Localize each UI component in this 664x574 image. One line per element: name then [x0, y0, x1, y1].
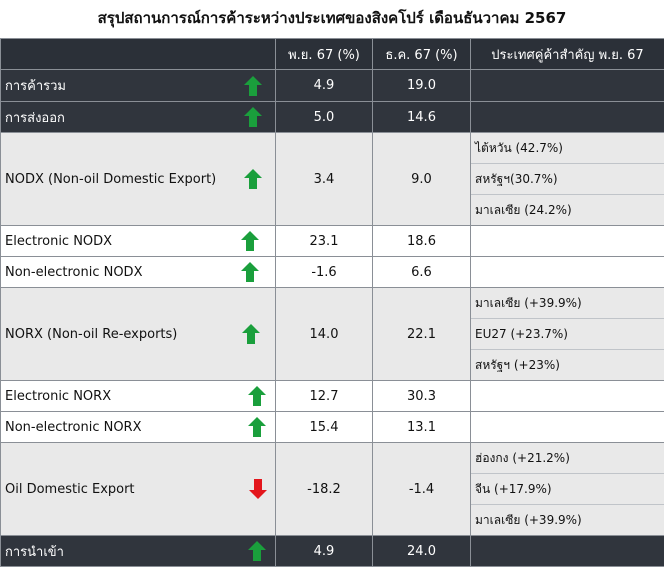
table-row: การส่งออก 5.0 14.6: [0, 101, 664, 133]
partner-item: ไต้หวัน (42.7%): [471, 133, 664, 164]
table-row: Electronic NODX 23.1 18.6: [0, 225, 664, 257]
partners-cell: [470, 380, 664, 412]
header-partners: ประเทศคู่ค้าสำคัญ พ.ย. 67: [470, 38, 664, 70]
header-row: พ.ย. 67 (%) ธ.ค. 67 (%) ประเทศคู่ค้าสำคั…: [0, 38, 664, 70]
partner-item: มาเลเซีย (+39.9%): [471, 288, 664, 319]
partner-item: ฮ่องกง (+21.2%): [471, 443, 664, 474]
indicator-cell: Electronic NORX: [0, 380, 276, 412]
indicator-cell: การส่งออก: [0, 101, 276, 133]
arrow-up-icon: [248, 386, 266, 406]
table-row: การค้ารวม 4.9 19.0: [0, 69, 664, 102]
indicator-label: Electronic NODX: [5, 233, 113, 249]
indicator-label: Non-electronic NORX: [5, 419, 142, 435]
trade-summary-table: พ.ย. 67 (%) ธ.ค. 67 (%) ประเทศคู่ค้าสำคั…: [0, 38, 664, 567]
partners-cell: มาเลเซีย (+39.9%) EU27 (+23.7%) สหรัฐฯ (+2…: [470, 287, 664, 381]
indicator-cell: Non-electronic NODX: [0, 256, 276, 288]
table-row: Non-electronic NODX -1.6 6.6: [0, 256, 664, 288]
partners-cell: [470, 225, 664, 257]
value-dec: 14.6: [372, 101, 471, 133]
value-nov: -18.2: [275, 442, 373, 536]
value-dec: -1.4: [372, 442, 471, 536]
indicator-cell: การนำเข้า: [0, 535, 276, 567]
indicator-cell: NODX (Non-oil Domestic Export): [0, 132, 276, 226]
value-nov: 12.7: [275, 380, 373, 412]
arrow-up-icon: [241, 262, 259, 282]
arrow-up-icon: [248, 417, 266, 437]
value-nov: 5.0: [275, 101, 373, 133]
indicator-label: Non-electronic NODX: [5, 264, 143, 280]
indicator-label: การค้ารวม: [5, 79, 67, 94]
partners-cell: ไต้หวัน (42.7%) สหรัฐฯ(30.7%) มาเลเซีย (24…: [470, 132, 664, 226]
arrow-up-icon: [244, 107, 262, 127]
header-indicator: [0, 38, 276, 70]
table-row: NODX (Non-oil Domestic Export) 3.4 9.0 ไต้ห…: [0, 132, 664, 226]
partner-item: มาเลเซีย (+39.9%): [475, 513, 582, 527]
header-dec: ธ.ค. 67 (%): [372, 38, 471, 70]
value-nov: 3.4: [275, 132, 373, 226]
partners-cell: [470, 535, 664, 567]
value-dec: 22.1: [372, 287, 471, 381]
arrow-up-icon: [244, 75, 262, 96]
page-title: สรุปสถานการณ์การค้าระหว่างประเทศของสิงคโ…: [97, 9, 567, 27]
value-dec: 30.3: [372, 380, 471, 412]
indicator-label: Electronic NORX: [5, 388, 112, 404]
table-row: NORX (Non-oil Re-exports) 14.0 22.1 มาเลเซี…: [0, 287, 664, 381]
partner-item: EU27 (+23.7%): [471, 319, 664, 350]
indicator-label: การนำเข้า: [5, 544, 64, 560]
partner-item: สหรัฐฯ (+23%): [475, 358, 560, 372]
partners-cell: [470, 256, 664, 288]
partners-cell: [470, 411, 664, 443]
arrow-up-icon: [244, 169, 262, 189]
indicator-label: NODX (Non-oil Domestic Export): [5, 171, 217, 187]
partner-item: สหรัฐฯ(30.7%): [471, 164, 664, 195]
value-dec: 13.1: [372, 411, 471, 443]
partners-cell: [470, 69, 664, 102]
value-dec: 6.6: [372, 256, 471, 288]
value-dec: 18.6: [372, 225, 471, 257]
value-dec: 9.0: [372, 132, 471, 226]
indicator-cell: NORX (Non-oil Re-exports): [0, 287, 276, 381]
indicator-cell: การค้ารวม: [0, 69, 276, 102]
value-nov: 15.4: [275, 411, 373, 443]
value-nov: 23.1: [275, 225, 373, 257]
value-nov: 4.9: [275, 535, 373, 567]
partners-cell: [470, 101, 664, 133]
indicator-label: NORX (Non-oil Re-exports): [5, 326, 178, 342]
header-nov: พ.ย. 67 (%): [275, 38, 373, 70]
table-row: การนำเข้า 4.9 24.0: [0, 535, 664, 567]
partners-cell: ฮ่องกง (+21.2%) จีน (+17.9%) มาเลเซีย (+39…: [470, 442, 664, 536]
value-nov: 14.0: [275, 287, 373, 381]
arrow-down-icon: [249, 479, 267, 499]
value-nov: 4.9: [275, 69, 373, 102]
indicator-cell: Oil Domestic Export: [0, 442, 276, 536]
value-nov: -1.6: [275, 256, 373, 288]
arrow-up-icon: [248, 541, 266, 561]
indicator-cell: Electronic NODX: [0, 225, 276, 257]
table-row: Non-electronic NORX 15.4 13.1: [0, 411, 664, 443]
arrow-up-icon: [242, 324, 260, 344]
arrow-up-icon: [241, 231, 259, 251]
value-dec: 19.0: [372, 69, 471, 102]
indicator-label: การส่งออก: [5, 110, 65, 126]
table-row: Electronic NORX 12.7 30.3: [0, 380, 664, 412]
partner-item: มาเลเซีย (24.2%): [475, 203, 572, 217]
indicator-label: Oil Domestic Export: [5, 481, 135, 497]
indicator-cell: Non-electronic NORX: [0, 411, 276, 443]
table-row: Oil Domestic Export -18.2 -1.4 ฮ่องกง (+21.…: [0, 442, 664, 536]
value-dec: 24.0: [372, 535, 471, 567]
partner-item: จีน (+17.9%): [471, 474, 664, 505]
